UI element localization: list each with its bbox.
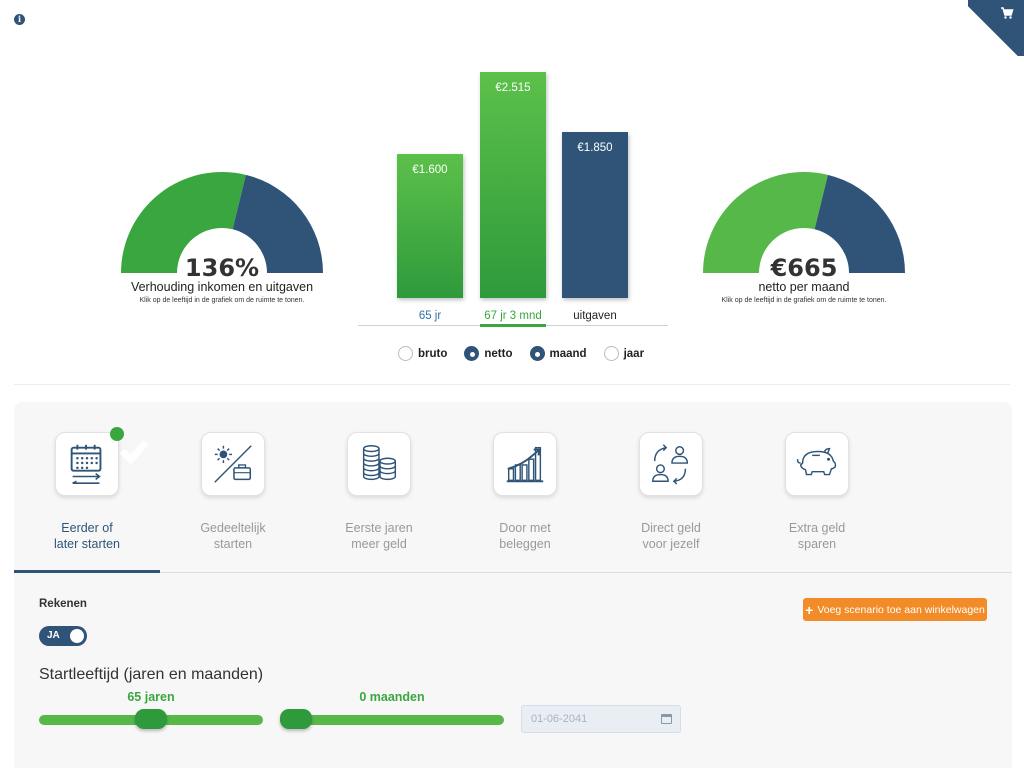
display-options: bruto netto maand jaar [398, 346, 661, 361]
bar-category-label[interactable]: 65 jr [418, 310, 442, 322]
plus-icon: + [805, 601, 814, 618]
start-date-field[interactable]: 01-06-2041 [521, 705, 681, 733]
scenario-tile[interactable] [201, 432, 265, 496]
scenario-tab-0[interactable]: Eerder of later starten [14, 427, 160, 552]
shopping-cart-icon [1001, 7, 1014, 19]
years-slider-thumb[interactable] [135, 709, 167, 729]
net-gauge: €665 netto per maand Klik op de leeftijd… [694, 172, 914, 305]
cart-corner[interactable] [968, 0, 1024, 56]
radio-label: jaar [623, 347, 645, 360]
radio-button[interactable] [529, 346, 545, 361]
scenario-label: Eerder of later starten [53, 521, 120, 551]
ratio-gauge-help: Klik op de leeftijd in de grafiek om de … [139, 297, 305, 304]
months-slider-track[interactable] [280, 715, 504, 725]
scenario-panel: Rekenen JA + Voeg scenario toe aan winke… [14, 402, 1012, 768]
rekenen-label: Rekenen [39, 598, 87, 610]
months-slider-thumb[interactable] [280, 709, 312, 729]
calendar-arrows-icon [70, 444, 102, 484]
toggle-knob [70, 629, 84, 643]
bar-value-label: €1.850 [577, 142, 613, 154]
radio-option-jaar[interactable]: jaar [603, 346, 645, 361]
radio-label: bruto [418, 347, 448, 360]
scenario-tile[interactable] [347, 432, 411, 496]
sun-briefcase-icon [214, 445, 252, 483]
scenario-tab-2[interactable]: Eerste jaren meer geld [306, 432, 452, 552]
scenario-label: Gedeeltelijk starten [200, 521, 266, 551]
scenario-label: Eerste jaren meer geld [345, 521, 413, 551]
scenario-tab-5[interactable]: Extra geld sparen [744, 432, 890, 552]
rekenen-toggle[interactable]: JA [39, 626, 87, 646]
bar-2[interactable]: €1.850 [562, 132, 628, 298]
scenario-tabs-baseline [14, 572, 1012, 573]
radio-label: netto [484, 347, 513, 360]
bar-category-label[interactable]: 67 jr 3 mnd [484, 310, 542, 322]
radio-button[interactable] [603, 346, 619, 361]
start-date-placeholder: 01-06-2041 [531, 713, 588, 725]
scenario-label: Direct geld voor jezelf [641, 521, 701, 551]
radio-option-netto[interactable]: netto [464, 346, 513, 361]
bar-0[interactable]: €1.600 [397, 154, 463, 298]
info-icon[interactable]: i [14, 14, 25, 25]
scenario-tile[interactable] [493, 432, 557, 496]
scenario-tile[interactable] [785, 432, 849, 496]
income-bar-chart: €1.600 65 jr €2.515 67 jr 3 mnd €1.850 uitgav… [358, 40, 668, 330]
scenario-tab-1[interactable]: Gedeeltelijk starten [160, 432, 306, 552]
radio-button[interactable] [398, 346, 413, 361]
months-value: 0 maanden [359, 690, 425, 704]
add-to-cart-label: Voeg scenario toe aan winkelwagen [817, 603, 985, 616]
scenario-tile[interactable] [55, 427, 149, 496]
net-gauge-label: netto per maand [758, 280, 850, 294]
bar-1[interactable]: €2.515 [480, 72, 546, 298]
checkmark-icon [110, 427, 149, 465]
net-gauge-help: Klik op de leeftijd in de grafiek om de … [721, 297, 887, 304]
persons-exchange-icon [652, 444, 689, 485]
scenario-active-indicator [14, 570, 160, 573]
add-to-cart-button[interactable]: + Voeg scenario toe aan winkelwagen [803, 598, 987, 621]
bar-value-label: €1.600 [412, 164, 448, 176]
section-divider [14, 384, 1010, 385]
scenario-label: Extra geld sparen [788, 521, 846, 551]
net-gauge-arc [703, 172, 905, 273]
ratio-gauge-arc [121, 172, 323, 273]
scenario-tab-3[interactable]: Door met beleggen [452, 432, 598, 552]
scenario-label: Door met beleggen [499, 521, 551, 551]
growth-chart-icon [506, 446, 544, 483]
radio-option-bruto[interactable]: bruto [398, 346, 447, 361]
radio-label: maand [549, 347, 587, 360]
selected-category-underline [480, 324, 546, 327]
scenario-tab-4[interactable]: Direct geld voor jezelf [598, 432, 744, 552]
years-value: 65 jaren [127, 690, 175, 704]
calendar-icon[interactable] [661, 714, 672, 724]
start-age-title: Startleeftijd (jaren en maanden) [39, 666, 264, 683]
ratio-gauge-value: 136% [184, 254, 260, 282]
bar-category-label[interactable]: uitgaven [573, 310, 617, 322]
piggy-bank-icon [796, 447, 837, 476]
ratio-gauge-label: Verhouding inkomen en uitgaven [130, 280, 314, 294]
radio-button[interactable] [464, 346, 480, 361]
scenario-tile[interactable] [639, 432, 703, 496]
coin-stacks-icon [362, 445, 397, 481]
net-gauge-value: €665 [770, 254, 838, 282]
ratio-gauge: 136% Verhouding inkomen en uitgaven Klik… [112, 172, 332, 305]
radio-option-maand[interactable]: maand [529, 346, 587, 361]
bar-value-label: €2.515 [495, 82, 531, 94]
toggle-label: JA [47, 630, 60, 641]
